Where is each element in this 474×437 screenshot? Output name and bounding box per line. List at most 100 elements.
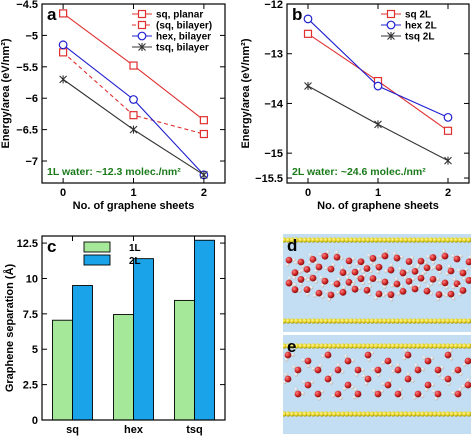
carbon-atom	[403, 343, 409, 349]
carbon-atom	[407, 411, 413, 417]
hydrogen-atom	[409, 263, 414, 268]
oxygen-atom	[417, 257, 425, 265]
hydrogen-atom	[451, 296, 456, 301]
legend-marker	[138, 43, 146, 51]
carbon-atom	[382, 411, 388, 417]
carbon-atom	[432, 411, 438, 417]
carbon-atom	[344, 411, 350, 417]
carbon-atom	[348, 411, 354, 417]
carbon-atom	[399, 318, 405, 324]
y-tick-label: −5	[25, 30, 38, 42]
carbon-atom	[331, 411, 337, 417]
hydrogen-atom	[430, 356, 434, 361]
hydrogen-atom	[340, 370, 345, 374]
oxygen-atom	[339, 269, 347, 276]
panel-letter: c	[47, 237, 56, 256]
hydrogen-atom	[400, 284, 404, 289]
oxygen-atom	[363, 286, 371, 294]
hydrogen-atom	[340, 256, 344, 261]
oxygen-atom	[464, 357, 471, 365]
carbon-atom	[457, 237, 463, 243]
carbon-atom	[323, 237, 329, 243]
hydrogen-atom	[351, 256, 356, 261]
x-tick-label: tsq	[186, 424, 203, 436]
carbon-atom	[432, 318, 438, 324]
oxygen-atom	[315, 289, 323, 297]
carbon-atom	[445, 237, 451, 243]
hydrogen-atom	[367, 280, 372, 285]
hydrogen-atom	[376, 373, 381, 377]
hydrogen-atom	[314, 269, 318, 273]
hydrogen-atom	[446, 382, 451, 386]
carbon-atom	[466, 411, 471, 417]
hydrogen-atom	[314, 280, 318, 284]
carbon-atom	[306, 237, 312, 243]
data-point	[199, 129, 208, 139]
carbon-atom	[306, 343, 312, 349]
legend-marker	[137, 31, 147, 41]
oxygen-atom	[405, 278, 413, 285]
carbon-atom	[441, 237, 447, 243]
legend-label: tsq, bilayer	[156, 43, 209, 54]
carbon-atom	[424, 411, 430, 417]
hydrogen-atom	[423, 279, 427, 284]
oxygen-atom	[327, 291, 335, 299]
oxygen-atom	[444, 375, 452, 383]
carbon-atom	[298, 411, 304, 417]
carbon-atom	[365, 343, 371, 349]
carbon-atom	[348, 237, 354, 243]
data-point	[304, 82, 312, 91]
y-tick-label: −15.5	[255, 173, 283, 185]
carbon-atom	[336, 411, 342, 417]
hydrogen-atom	[283, 372, 288, 377]
hydrogen-atom	[370, 350, 375, 355]
hydrogen-atom	[398, 267, 402, 271]
oxygen-atom	[447, 290, 455, 298]
oxygen-atom	[344, 381, 352, 389]
carbon-atom	[323, 411, 329, 417]
carbon-atom	[449, 318, 455, 324]
carbon-atom	[285, 411, 291, 417]
hydrogen-atom	[432, 265, 436, 270]
hydrogen-atom	[451, 369, 456, 374]
carbon-atom	[327, 343, 333, 349]
hydrogen-atom	[382, 285, 387, 289]
hydrogen-atom	[445, 272, 449, 276]
carbon-atom	[399, 343, 405, 349]
hydrogen-atom	[354, 373, 359, 377]
oxygen-atom	[314, 390, 322, 398]
oxygen-atom	[434, 390, 442, 398]
hydrogen-atom	[423, 260, 428, 265]
carbon-atom	[319, 411, 325, 417]
oxygen-atom	[441, 252, 449, 260]
carbon-atom	[373, 343, 379, 349]
carbon-atom	[394, 237, 400, 243]
carbon-atom	[420, 318, 426, 324]
carbon-atom	[466, 343, 471, 349]
hydrogen-atom	[292, 258, 296, 262]
hydrogen-atom	[294, 260, 298, 265]
hydrogen-atom	[339, 396, 343, 400]
hydrogen-atom	[409, 284, 413, 288]
carbon-atom	[436, 237, 442, 243]
carbon-atom	[449, 237, 455, 243]
hydrogen-atom	[438, 256, 443, 261]
carbon-atom	[331, 343, 337, 349]
oxygen-atom	[351, 268, 359, 276]
hydrogen-atom	[436, 277, 440, 282]
hydrogen-atom	[402, 356, 407, 361]
hydrogen-atom	[285, 263, 290, 267]
carbon-atom	[289, 411, 295, 417]
hydrogen-atom	[342, 285, 346, 290]
hydrogen-atom	[438, 270, 443, 275]
oxygen-atom	[321, 252, 329, 260]
hydrogen-atom	[458, 292, 462, 297]
hydrogen-atom	[351, 358, 355, 363]
plot-frame	[41, 235, 226, 421]
legend-label: hex 2L	[405, 21, 437, 32]
hydrogen-atom	[422, 355, 427, 360]
carbon-atom	[361, 411, 367, 417]
hydrogen-atom	[389, 363, 393, 367]
